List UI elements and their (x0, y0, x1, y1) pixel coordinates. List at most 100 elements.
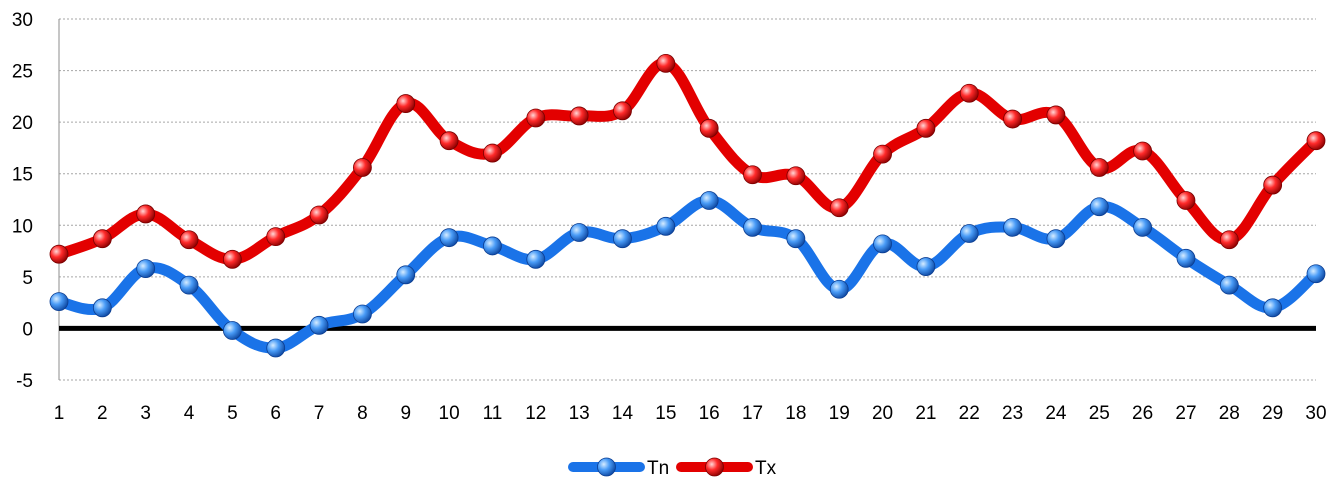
data-point-tn (222, 321, 242, 340)
y-tick-labels: -5 0 5 10 15 20 25 30 (12, 10, 33, 392)
x-tick-label: 7 (314, 403, 325, 424)
x-tick-label: 11 (483, 403, 503, 424)
data-point-tn (49, 292, 69, 312)
data-point-tx (743, 165, 762, 185)
x-tick-label: 6 (270, 403, 281, 424)
data-point-tx (656, 53, 676, 73)
x-tick-label: 26 (1132, 403, 1153, 424)
data-point-tx (786, 166, 806, 186)
data-point-tn (1089, 197, 1109, 217)
x-tick-label: 24 (1045, 403, 1067, 424)
series-line-tx (53, 57, 1322, 265)
data-point-tx (873, 144, 892, 164)
data-point-tn (483, 236, 502, 256)
x-tick-label: 27 (1175, 403, 1196, 424)
data-point-tx (1306, 131, 1326, 151)
data-point-tn (309, 315, 329, 335)
data-point-tn (569, 223, 589, 242)
x-tick-label: 18 (785, 403, 806, 424)
data-point-tn (613, 229, 632, 249)
y-tick-label: 15 (12, 165, 33, 186)
x-tick-label: 20 (872, 403, 893, 424)
y-tick-label: 10 (12, 216, 33, 237)
data-point-tx (1219, 230, 1239, 250)
data-point-tn (1003, 217, 1022, 237)
data-point-tn (916, 257, 936, 276)
data-point-tn (959, 224, 979, 243)
data-point-tn (266, 338, 286, 358)
data-point-tn (873, 234, 892, 254)
data-point-tx (136, 204, 156, 224)
data-point-tx (569, 106, 589, 126)
data-point-tn (1263, 298, 1283, 318)
data-point-tn (1046, 229, 1066, 249)
x-tick-label: 8 (357, 403, 368, 424)
data-point-tx (1176, 191, 1196, 210)
data-point-tn (699, 191, 719, 210)
data-point-tn (786, 229, 806, 249)
x-tick-label: 16 (699, 403, 720, 424)
data-point-tn (92, 298, 112, 318)
series-tx (49, 53, 1326, 269)
x-tick-label: 10 (439, 403, 460, 424)
y-tick-label: 30 (12, 10, 33, 31)
y-tick-label: -5 (16, 371, 33, 392)
data-point-tn (179, 275, 199, 295)
data-point-tx (396, 94, 416, 113)
x-tick-label: 21 (915, 403, 936, 424)
x-tick-label: 2 (97, 403, 108, 424)
data-point-tn (743, 217, 762, 237)
x-tick-label: 4 (184, 403, 195, 424)
x-tick-label: 14 (612, 403, 634, 424)
data-point-tx (266, 227, 286, 247)
data-point-tx (1003, 109, 1022, 129)
data-point-tn (829, 279, 849, 299)
legend-label: Tx (755, 458, 777, 479)
gridlines (59, 18, 1316, 381)
data-point-tx (526, 108, 546, 128)
data-point-tx (916, 118, 936, 138)
data-point-tn (1133, 217, 1153, 237)
y-tick-label: 20 (12, 113, 33, 134)
data-point-tx (1133, 141, 1153, 161)
data-point-tx (439, 131, 459, 151)
x-tick-label: 29 (1262, 403, 1283, 424)
x-tick-label: 15 (655, 403, 676, 424)
data-point-tx (1046, 105, 1066, 125)
x-tick-label: 1 (54, 403, 65, 424)
data-point-tn (439, 228, 459, 248)
x-tick-labels: 1 2 3 4 5 6 7 8 9 10 11 12 13 14 15 16 17 18 19 20 21 22 23 24 2… (54, 403, 1327, 424)
x-tick-label: 25 (1089, 403, 1110, 424)
data-point-tn (656, 216, 676, 236)
data-point-tx (699, 118, 719, 138)
legend-label: Tn (647, 458, 669, 479)
y-tick-label: 5 (22, 268, 33, 289)
data-point-tn (1176, 248, 1196, 268)
series-tn (49, 191, 1326, 358)
data-point-tn (1219, 275, 1239, 295)
data-point-tn (396, 265, 416, 285)
data-point-tn (1306, 264, 1326, 284)
data-point-tn (136, 259, 156, 279)
data-point-tx (49, 244, 69, 264)
x-tick-label: 30 (1305, 403, 1326, 424)
x-tick-label: 23 (1002, 403, 1023, 424)
x-tick-label: 3 (140, 403, 151, 424)
x-tick-label: 13 (569, 403, 590, 424)
legend-item-tn: Tn (568, 457, 669, 479)
data-point-tx (1263, 175, 1283, 195)
y-tick-label: 25 (12, 62, 33, 83)
x-tick-label: 5 (227, 403, 238, 424)
x-tick-label: 9 (400, 403, 411, 424)
x-tick-label: 28 (1219, 403, 1240, 424)
legend: Tn Tx (568, 457, 777, 479)
data-point-tx (483, 143, 502, 163)
x-tick-label: 22 (959, 403, 980, 424)
axes (58, 19, 1316, 380)
legend-swatch-marker (705, 457, 724, 477)
data-point-tx (959, 83, 979, 103)
data-point-tn (353, 304, 372, 324)
data-point-tx (179, 230, 199, 250)
